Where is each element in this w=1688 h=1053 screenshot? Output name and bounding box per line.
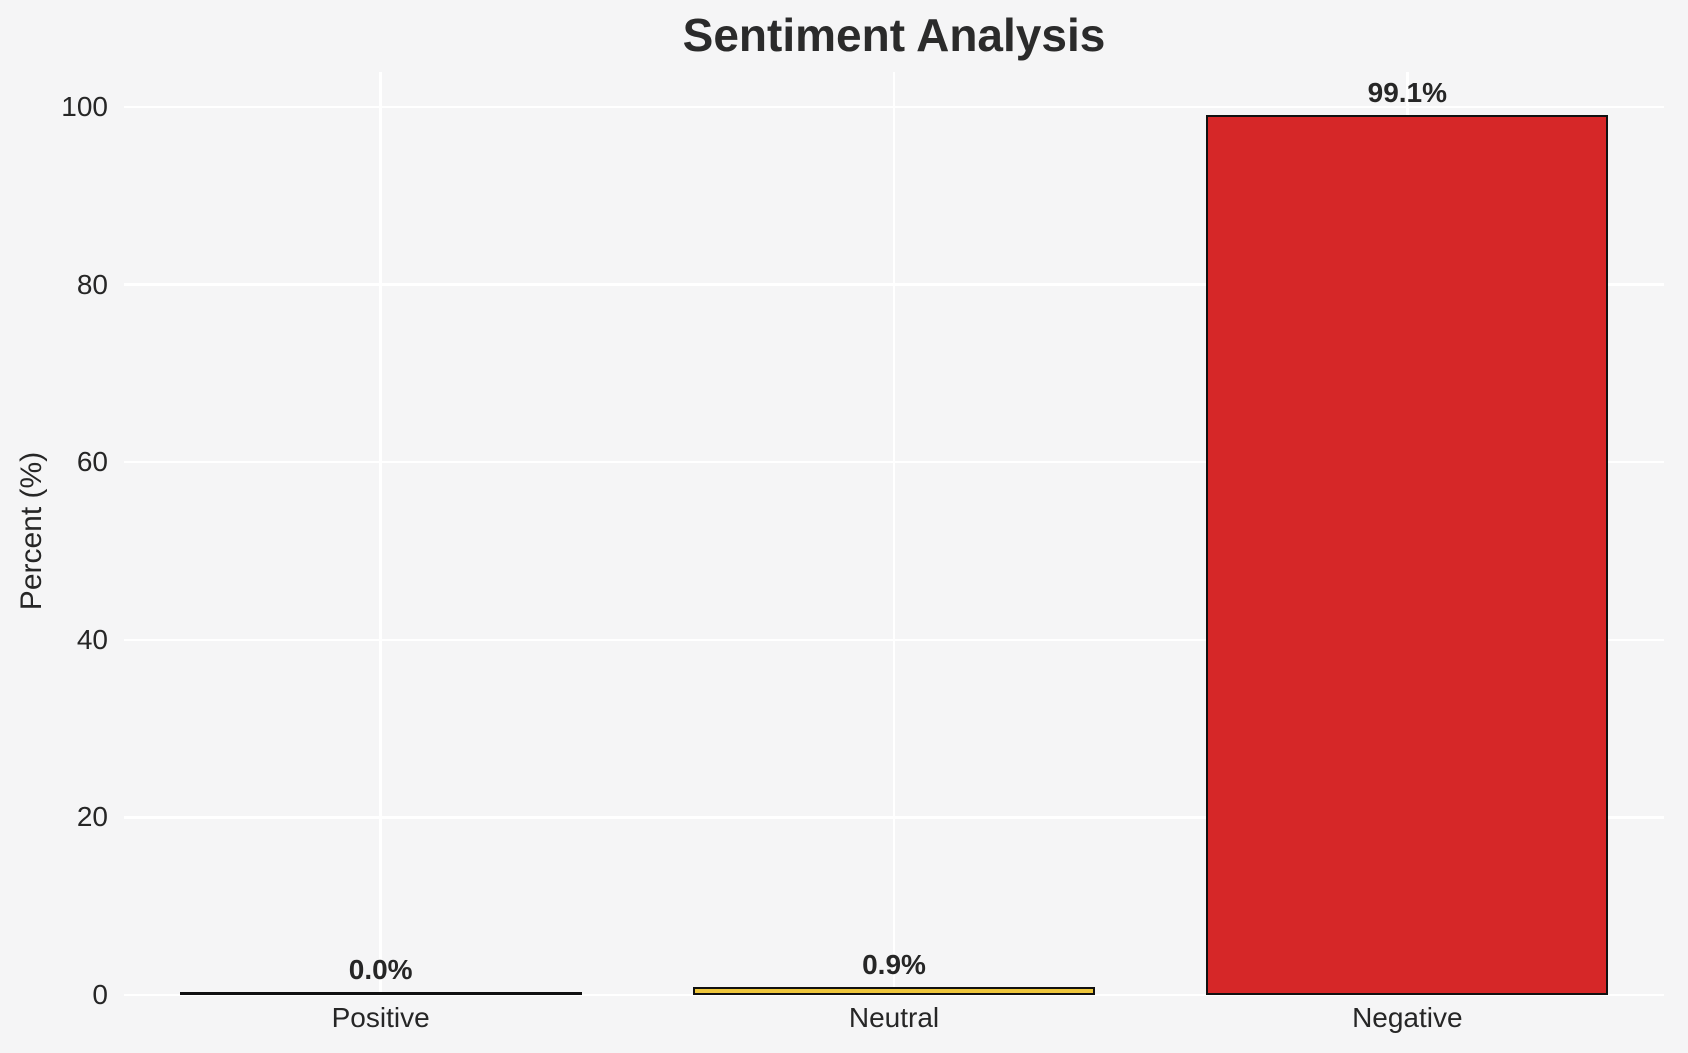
y-axis-tick-labels: 0 20 40 60 80 100 — [0, 0, 108, 1053]
y-tick-label-80: 80 — [76, 268, 108, 300]
x-gridline-neutral — [892, 72, 896, 995]
plot-area: 0.0% 0.9% 99.1% — [124, 72, 1664, 997]
x-tick-label-negative: Negative — [1352, 1002, 1463, 1033]
chart-title: Sentiment Analysis — [682, 9, 1106, 61]
bar-value-label-negative: 99.1% — [1367, 77, 1448, 108]
x-tick-label-positive: Positive — [331, 1002, 430, 1033]
y-tick-label-20: 20 — [76, 801, 108, 833]
y-tick-label-100: 100 — [61, 91, 108, 122]
x-tick-label-neutral: Neutral — [848, 1002, 940, 1033]
bar-positive — [180, 992, 582, 995]
y-gridline-0 — [124, 993, 1664, 997]
bar-value-label-neutral: 0.9% — [862, 949, 926, 981]
bar-value-label-positive: 0.0% — [348, 954, 413, 985]
x-gridline-positive — [379, 72, 382, 995]
bar-neutral — [693, 987, 1095, 995]
y-tick-label-0: 0 — [92, 979, 108, 1010]
bar-negative — [1206, 115, 1608, 995]
y-tick-label-40: 40 — [76, 623, 108, 655]
y-tick-label-60: 60 — [76, 446, 108, 478]
